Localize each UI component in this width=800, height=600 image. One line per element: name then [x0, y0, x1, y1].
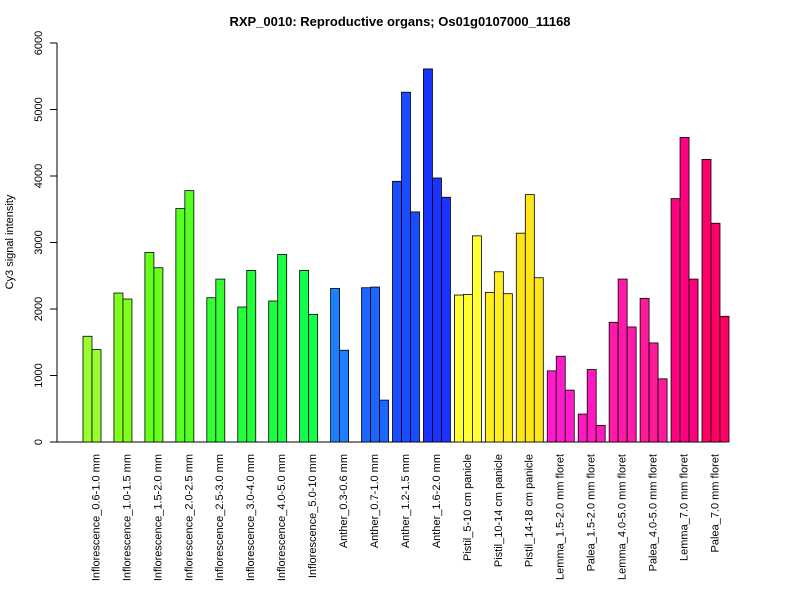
bar — [502, 293, 513, 443]
bar — [626, 326, 637, 443]
bar — [471, 235, 482, 443]
bar — [268, 300, 279, 443]
bar — [206, 297, 217, 443]
bar — [432, 177, 442, 443]
x-tick-label: Inflorescence_5.0-10 mm — [307, 454, 319, 578]
y-tick-label: 5000 — [33, 97, 45, 121]
bar — [617, 278, 628, 443]
x-tick-label: Pistil_5-10 cm panicle — [462, 454, 474, 561]
bar — [462, 293, 473, 443]
bar — [308, 313, 319, 443]
y-axis-ticks: 0 1000 2000 3000 4000 5000 6000 — [33, 31, 57, 445]
bar — [237, 306, 248, 443]
bar — [153, 267, 164, 443]
x-tick-label: Inflorescence_0.6-1.0 mm — [90, 454, 102, 581]
y-tick-label: 2000 — [33, 297, 45, 321]
x-tick-label: Inflorescence_1.0-1.5 mm — [121, 454, 133, 581]
bar — [577, 413, 588, 443]
bar — [122, 298, 133, 443]
bar — [533, 277, 544, 443]
bar — [113, 292, 124, 443]
y-tick-label: 4000 — [33, 164, 45, 188]
x-tick-label: Anther_0.7-1.0 mm — [369, 454, 381, 548]
x-tick-label: Anther_0.3-0.6 mm — [338, 454, 350, 548]
bar — [330, 287, 341, 443]
y-tick-label: 1000 — [33, 363, 45, 387]
x-tick-label: Lemma_1.5-2.0 mm floret — [555, 454, 567, 580]
x-tick-label: Inflorescence_4.0-5.0 mm — [276, 454, 288, 581]
bar — [392, 180, 402, 443]
x-tick-label: Inflorescence_2.0-2.5 mm — [183, 454, 195, 581]
bar — [361, 287, 371, 443]
bar — [91, 349, 102, 443]
bar — [144, 252, 155, 443]
bar — [410, 211, 420, 443]
y-axis-label: Cy3 signal intensity — [4, 194, 16, 289]
x-tick-label: Pistil_10-14 cm panicle — [493, 454, 505, 567]
bar — [564, 389, 575, 443]
bar — [701, 158, 712, 443]
y-tick-label: 0 — [33, 439, 45, 445]
y-tick-label: 6000 — [33, 31, 45, 55]
bar — [484, 291, 495, 443]
x-tick-label: Inflorescence_2.5-3.0 mm — [214, 454, 226, 581]
bar — [595, 424, 606, 443]
bar — [453, 294, 464, 443]
bar — [184, 190, 195, 443]
bar — [493, 271, 504, 443]
bar — [639, 297, 650, 443]
bar — [339, 349, 350, 443]
bar — [441, 196, 451, 443]
x-axis-tick-labels: Inflorescence_0.6-1.0 mm Inflorescence_1.… — [90, 454, 721, 581]
bar — [277, 254, 288, 443]
bar — [423, 68, 433, 443]
x-tick-label: Palea_1.5-2.0 mm floret — [586, 454, 598, 571]
bar — [175, 208, 186, 443]
x-tick-label: Anther_1.6-2.0 mm — [431, 454, 443, 548]
x-tick-label: Inflorescence_1.5-2.0 mm — [152, 454, 164, 581]
bar — [555, 355, 566, 443]
x-tick-label: Pistil_14-18 cm panicle — [524, 454, 536, 567]
bar — [586, 369, 597, 443]
bar — [670, 198, 681, 443]
bar — [246, 270, 257, 443]
bar — [515, 232, 526, 443]
bar — [648, 342, 659, 443]
bar — [524, 194, 535, 443]
x-tick-label: Palea_7.0 mm floret — [709, 454, 721, 552]
chart-title: RXP_0010: Reproductive organs; Os01g0107… — [229, 14, 570, 29]
bar — [688, 278, 699, 443]
x-tick-label: Lemma_4.0-5.0 mm floret — [617, 454, 629, 580]
y-tick-label: 3000 — [33, 230, 45, 254]
bar — [299, 270, 310, 443]
x-tick-label: Palea_4.0-5.0 mm floret — [648, 454, 660, 571]
bar — [657, 378, 668, 443]
bar — [710, 222, 721, 443]
bar — [82, 335, 93, 443]
x-tick-label: Anther_1.2-1.5 mm — [400, 454, 412, 548]
x-tick-label: Lemma_7.0 mm floret — [678, 454, 690, 561]
bar — [608, 321, 619, 443]
bar — [719, 315, 730, 443]
bar — [546, 370, 557, 443]
bars — [82, 68, 730, 443]
bar — [379, 399, 389, 443]
bar — [679, 137, 690, 443]
bar — [370, 286, 380, 443]
bar — [215, 278, 226, 443]
x-tick-label: Inflorescence_3.0-4.0 mm — [245, 454, 257, 581]
bar — [401, 91, 411, 443]
